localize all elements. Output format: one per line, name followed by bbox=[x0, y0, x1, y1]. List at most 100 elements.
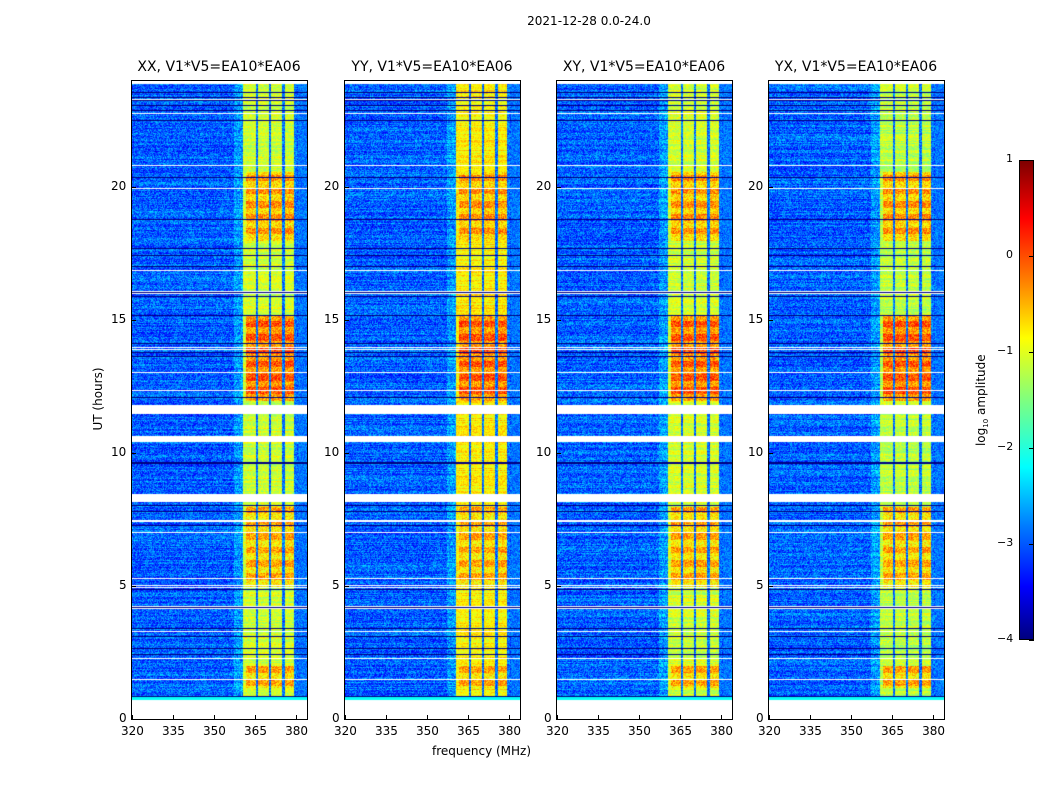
x-tick-mark bbox=[345, 715, 346, 720]
colorbar-tick-label: 1 bbox=[1006, 152, 1013, 165]
x-tick-label: 335 bbox=[162, 724, 185, 738]
x-tick-label: 380 bbox=[922, 724, 945, 738]
y-tick-mark bbox=[768, 320, 773, 322]
y-tick-label: 5 bbox=[544, 578, 552, 593]
x-tick-label: 380 bbox=[498, 724, 521, 738]
colorbar-tick-mark bbox=[1029, 256, 1034, 257]
x-tick-mark bbox=[639, 715, 641, 720]
y-tick-label: 0 bbox=[756, 711, 764, 725]
colorbar-tick-label: −3 bbox=[997, 536, 1014, 549]
y-tick-mark bbox=[768, 187, 773, 189]
x-tick-mark bbox=[892, 715, 894, 720]
y-tick-label: 0 bbox=[544, 711, 552, 725]
x-tick-label: 350 bbox=[628, 724, 651, 738]
panel-title: XY, V1*V5=EA10*EA06 bbox=[562, 59, 726, 75]
x-tick-label: 320 bbox=[546, 724, 569, 738]
x-tick-mark bbox=[769, 715, 770, 720]
x-tick-mark bbox=[427, 715, 429, 720]
y-tick-mark bbox=[556, 586, 561, 588]
colorbar-tick-mark bbox=[1029, 352, 1034, 353]
y-tick-mark bbox=[131, 586, 136, 588]
x-tick-mark bbox=[851, 715, 853, 720]
y-tick-label: 15 bbox=[536, 312, 552, 327]
x-tick-mark bbox=[386, 715, 388, 720]
y-tick-label: 0 bbox=[332, 711, 340, 725]
x-tick-label: 365 bbox=[669, 724, 692, 738]
y-tick-label: 10 bbox=[324, 445, 340, 460]
heatmap-panel-3 bbox=[556, 80, 733, 720]
colorbar-label: log10 amplitude bbox=[973, 354, 991, 447]
x-tick-label: 335 bbox=[375, 724, 398, 738]
x-tick-mark bbox=[557, 715, 558, 720]
panel-title: XX, V1*V5=EA10*EA06 bbox=[137, 59, 301, 75]
x-tick-mark bbox=[509, 715, 511, 720]
x-tick-label: 320 bbox=[758, 724, 781, 738]
y-tick-label: 15 bbox=[111, 312, 127, 327]
x-tick-mark bbox=[598, 715, 600, 720]
heatmap-image bbox=[769, 81, 944, 719]
x-tick-mark bbox=[468, 715, 470, 720]
panel-title: YY, V1*V5=EA10*EA06 bbox=[351, 59, 513, 75]
y-tick-label: 10 bbox=[111, 445, 127, 460]
colorbar-tick-label: −1 bbox=[997, 344, 1014, 357]
y-tick-mark bbox=[344, 320, 349, 322]
y-tick-label: 15 bbox=[324, 312, 340, 327]
x-tick-label: 380 bbox=[710, 724, 733, 738]
y-tick-mark bbox=[344, 187, 349, 189]
y-tick-mark bbox=[556, 320, 561, 322]
y-axis-label: UT (hours) bbox=[91, 367, 105, 431]
colorbar-tick-mark bbox=[1029, 640, 1034, 641]
x-tick-mark bbox=[132, 715, 133, 720]
y-tick-mark bbox=[556, 187, 561, 189]
x-tick-label: 350 bbox=[203, 724, 226, 738]
y-tick-label: 10 bbox=[536, 445, 552, 460]
x-tick-mark bbox=[721, 715, 723, 720]
x-tick-mark bbox=[173, 715, 175, 720]
x-tick-label: 365 bbox=[457, 724, 480, 738]
x-tick-label: 320 bbox=[121, 724, 144, 738]
y-tick-label: 15 bbox=[748, 312, 764, 327]
y-tick-label: 20 bbox=[111, 179, 127, 194]
y-tick-mark bbox=[131, 320, 136, 322]
y-tick-label: 0 bbox=[119, 711, 127, 725]
y-tick-label: 20 bbox=[536, 179, 552, 194]
colorbar-tick-mark bbox=[1029, 160, 1034, 161]
y-tick-label: 20 bbox=[324, 179, 340, 194]
y-tick-mark bbox=[556, 719, 561, 720]
y-tick-mark bbox=[768, 453, 773, 455]
x-tick-label: 365 bbox=[881, 724, 904, 738]
figure-title: 2021-12-28 0.0-24.0 bbox=[527, 14, 651, 28]
y-tick-mark bbox=[344, 719, 349, 720]
y-tick-mark bbox=[768, 719, 773, 720]
y-tick-mark bbox=[768, 586, 773, 588]
y-tick-mark bbox=[131, 719, 136, 720]
y-tick-mark bbox=[556, 453, 561, 455]
x-tick-mark bbox=[680, 715, 682, 720]
y-tick-mark bbox=[344, 586, 349, 588]
x-tick-mark bbox=[933, 715, 935, 720]
y-tick-mark bbox=[131, 453, 136, 455]
heatmap-panel-4 bbox=[768, 80, 945, 720]
x-tick-mark bbox=[255, 715, 257, 720]
y-tick-label: 5 bbox=[119, 578, 127, 593]
x-tick-label: 350 bbox=[416, 724, 439, 738]
colorbar-tick-mark bbox=[1029, 448, 1034, 449]
x-tick-mark bbox=[296, 715, 298, 720]
x-tick-label: 350 bbox=[840, 724, 863, 738]
x-tick-label: 320 bbox=[334, 724, 357, 738]
heatmap-image bbox=[345, 81, 520, 719]
heatmap-panel-2 bbox=[344, 80, 521, 720]
y-tick-label: 20 bbox=[748, 179, 764, 194]
colorbar-tick-mark bbox=[1029, 544, 1034, 545]
colorbar-tick-label: −4 bbox=[997, 632, 1014, 645]
heatmap-image bbox=[132, 81, 307, 719]
panel-title: YX, V1*V5=EA10*EA06 bbox=[774, 59, 938, 75]
x-tick-mark bbox=[214, 715, 216, 720]
y-tick-label: 10 bbox=[748, 445, 764, 460]
heatmap-image bbox=[557, 81, 732, 719]
y-tick-label: 5 bbox=[332, 578, 340, 593]
x-tick-label: 365 bbox=[244, 724, 267, 738]
colorbar-tick-label: −2 bbox=[997, 440, 1014, 453]
x-tick-label: 335 bbox=[799, 724, 822, 738]
